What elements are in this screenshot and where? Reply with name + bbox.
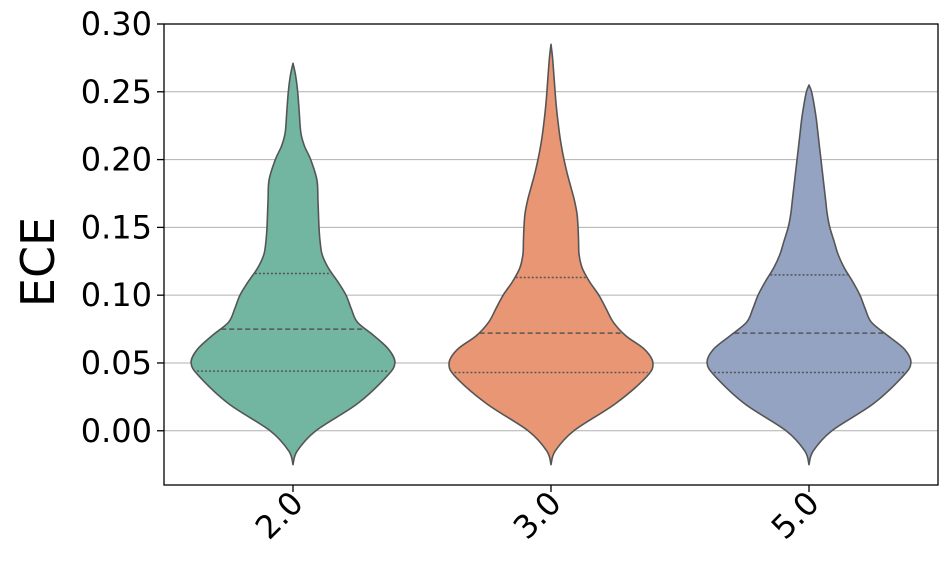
y-tick-label: 0.30: [81, 5, 152, 43]
y-tick-label: 0.10: [81, 276, 152, 314]
x-tick-label: 2.0: [248, 484, 311, 547]
violin-body-3-0: [448, 43, 654, 466]
y-tick-label: 0.15: [81, 208, 152, 246]
x-axis: 2.0 3.0 5.0: [248, 484, 827, 547]
violins: [190, 43, 912, 466]
y-tick-label: 0.20: [81, 141, 152, 179]
violin-body-2-0: [190, 62, 396, 466]
y-axis-label: ECE: [11, 217, 65, 307]
x-tick-label: 5.0: [764, 484, 827, 547]
y-axis: 0.00 0.05 0.10 0.15 0.20 0.25 0.30: [81, 5, 164, 450]
violin-body-5-0: [706, 84, 912, 466]
y-tick-label: 0.00: [81, 412, 152, 450]
y-tick-label: 0.25: [81, 73, 152, 111]
y-tick-label: 0.05: [81, 344, 152, 382]
x-tick-label: 3.0: [506, 484, 569, 547]
